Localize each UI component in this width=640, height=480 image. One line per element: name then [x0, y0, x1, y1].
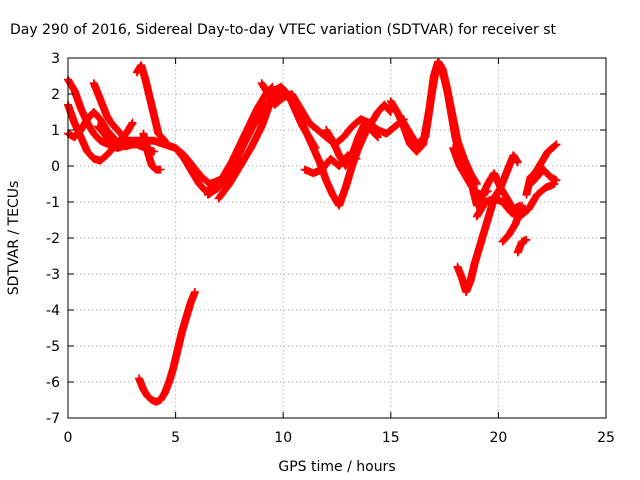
y-tick-label: 0: [51, 159, 60, 175]
chart-title: Day 290 of 2016, Sidereal Day-to-day VTE…: [10, 22, 557, 38]
y-tick-label: -4: [46, 303, 60, 319]
y-tick-label: -1: [46, 195, 60, 211]
y-tick-label: 1: [51, 123, 60, 139]
series-14: [322, 118, 382, 170]
series-16: [395, 61, 481, 188]
y-axis-title: SDTVAR / TECUs: [6, 181, 22, 296]
series-21: [513, 235, 531, 257]
series-7-markers: [135, 288, 199, 406]
y-tick-label: -7: [46, 411, 60, 427]
x-tick-label: 5: [171, 430, 180, 446]
series-6-markers: [139, 129, 165, 174]
series-5-markers: [132, 61, 169, 145]
series-16-markers: [395, 61, 481, 188]
x-tick-label: 20: [489, 430, 507, 446]
series-20: [498, 201, 527, 246]
series-21-markers: [513, 235, 531, 257]
y-tick-label: -3: [46, 267, 60, 283]
y-tick-label: 3: [51, 51, 60, 67]
series-7: [135, 288, 199, 406]
series-23: [526, 165, 561, 188]
y-tick-label: -5: [46, 339, 60, 355]
y-tick-label: -2: [46, 231, 60, 247]
data-markers: [64, 57, 561, 406]
x-tick-label: 15: [382, 430, 400, 446]
y-tick-label: -6: [46, 375, 60, 391]
series-23-markers: [526, 165, 561, 188]
x-tick-label: 0: [64, 430, 73, 446]
series-20-markers: [498, 201, 527, 246]
series-14-markers: [322, 118, 382, 170]
y-tick-label: 2: [51, 87, 60, 103]
x-tick-label: 25: [597, 430, 615, 446]
x-tick-label: 10: [274, 430, 292, 446]
series-6: [139, 129, 165, 174]
series-5: [132, 61, 169, 145]
x-axis-title: GPS time / hours: [278, 459, 395, 475]
